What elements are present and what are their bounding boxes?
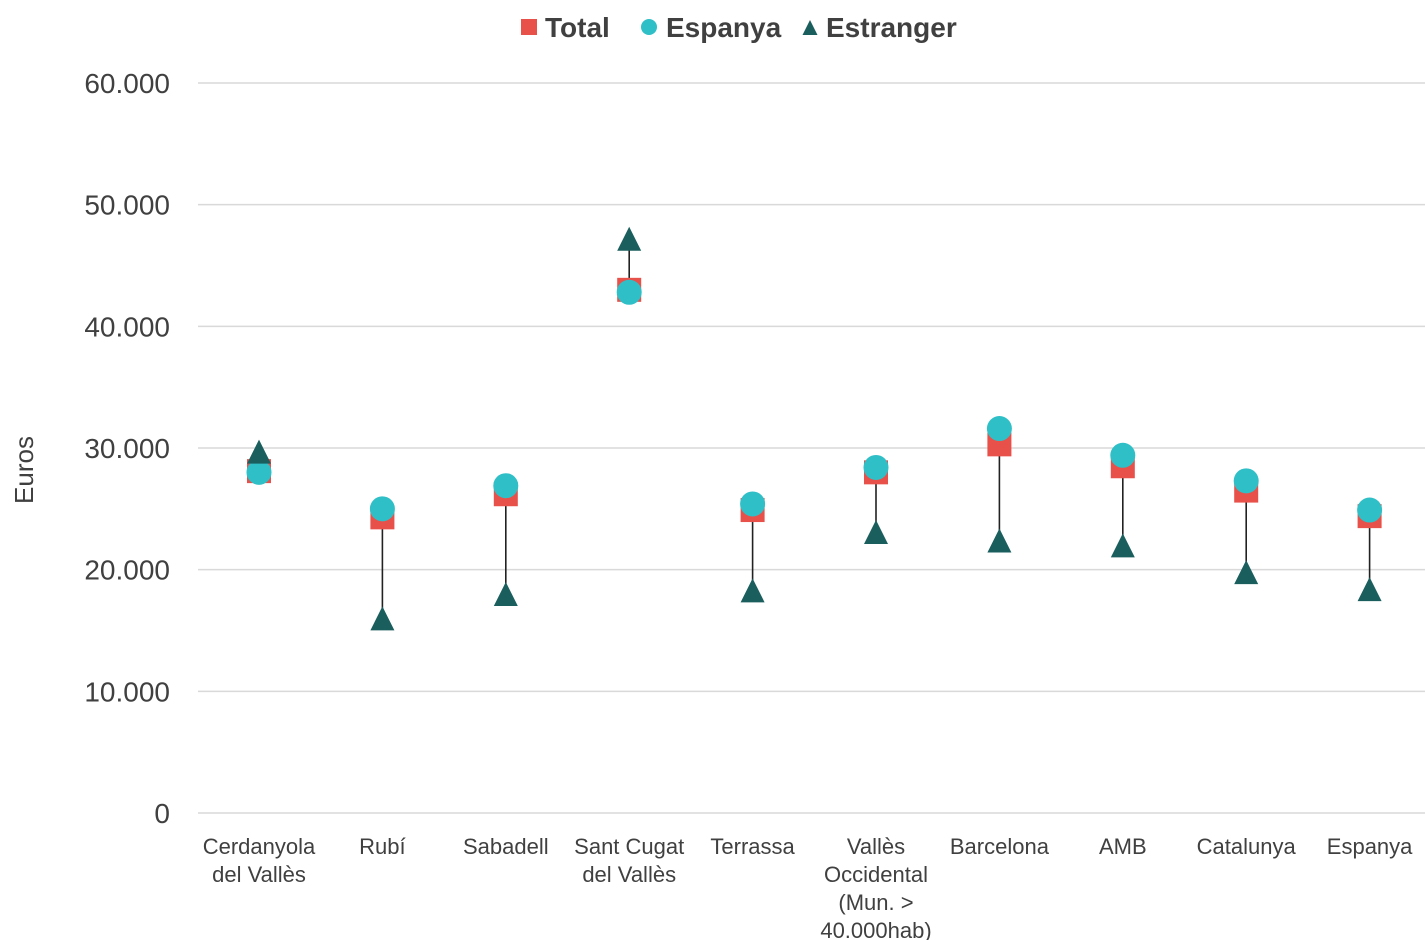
point-espanya bbox=[246, 459, 272, 485]
x-tick-label: AMB bbox=[1099, 834, 1147, 859]
legend: Total Espanya Estranger bbox=[521, 12, 957, 43]
range-lines bbox=[258, 241, 1371, 621]
data-marks bbox=[246, 226, 1383, 631]
point-espanya bbox=[493, 473, 519, 499]
point-espanya bbox=[616, 279, 642, 305]
point-espanya bbox=[1110, 442, 1136, 468]
legend-label: Estranger bbox=[826, 12, 957, 43]
x-tick-label: Sabadell bbox=[463, 834, 549, 859]
point-estranger bbox=[617, 226, 642, 251]
x-tick-label: Vallès Occidental (Mun. >40.000hab) bbox=[820, 834, 931, 940]
x-tick-label: Catalunya bbox=[1197, 834, 1297, 859]
legend-swatch bbox=[802, 20, 818, 35]
point-estranger bbox=[1110, 533, 1135, 558]
legend-item-espanya: Espanya bbox=[641, 12, 782, 43]
legend-item-estranger: Estranger bbox=[802, 12, 957, 43]
y-tick-label: 0 bbox=[154, 798, 170, 829]
x-tick-label: Cerdanyola del Vallès bbox=[203, 834, 316, 887]
y-tick-label: 30.000 bbox=[84, 433, 170, 464]
gridlines bbox=[198, 82, 1425, 814]
point-estranger bbox=[1234, 560, 1259, 585]
point-estranger bbox=[493, 582, 518, 607]
legend-item-total: Total bbox=[521, 12, 610, 43]
x-tick-label: Espanya bbox=[1327, 834, 1413, 859]
point-espanya bbox=[369, 496, 395, 522]
point-espanya bbox=[740, 491, 766, 517]
point-estranger bbox=[370, 606, 395, 631]
x-tick-label: Sant Cugat del Vallès bbox=[574, 834, 684, 887]
y-tick-label: 60.000 bbox=[84, 68, 170, 99]
legend-swatch bbox=[521, 19, 537, 35]
point-estranger bbox=[864, 519, 888, 544]
y-tick-label: 10.000 bbox=[84, 676, 170, 707]
x-tick-label: Rubí bbox=[359, 834, 405, 859]
point-estranger bbox=[247, 439, 271, 464]
point-estranger bbox=[1357, 577, 1382, 602]
point-espanya bbox=[863, 454, 889, 480]
x-tick-label: Barcelona bbox=[950, 834, 1050, 859]
legend-label: Espanya bbox=[666, 12, 782, 43]
y-tick-label: 20.000 bbox=[84, 555, 170, 586]
point-espanya bbox=[1233, 468, 1259, 494]
point-estranger bbox=[987, 528, 1012, 553]
legend-swatch bbox=[641, 19, 657, 35]
point-estranger bbox=[740, 578, 765, 603]
x-axis-ticks: Cerdanyola del Vallès Rubí Sabadell Sant Cug… bbox=[203, 834, 1413, 940]
y-axis-label: Euros bbox=[9, 436, 39, 504]
y-tick-label: 40.000 bbox=[84, 311, 170, 342]
y-tick-label: 50.000 bbox=[84, 190, 170, 221]
legend-label: Total bbox=[545, 12, 610, 43]
y-axis-ticks: 0 10.000 20.000 30.000 40.000 50.000 60.000 bbox=[84, 68, 170, 829]
x-tick-label: Terrassa bbox=[710, 834, 795, 859]
point-espanya bbox=[1357, 497, 1383, 523]
point-espanya bbox=[986, 416, 1012, 442]
